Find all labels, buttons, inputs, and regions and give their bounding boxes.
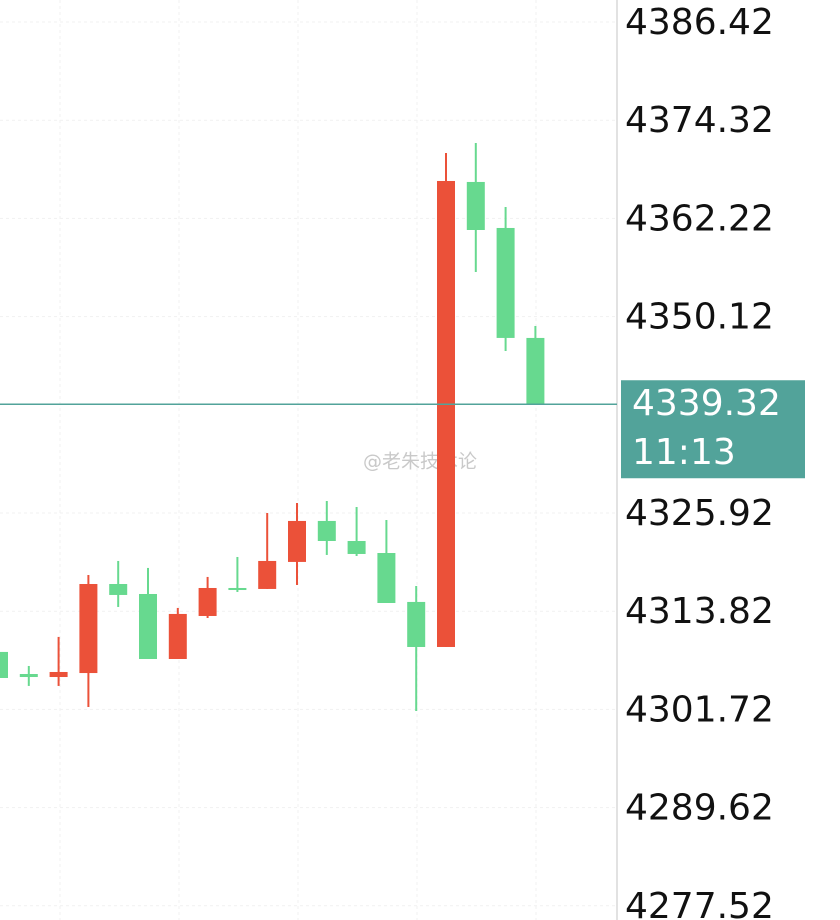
candle-body <box>258 560 277 589</box>
last-price-box <box>621 380 805 479</box>
candle-body <box>198 587 217 616</box>
candle-body <box>437 180 455 647</box>
y-tick-label: 4350.12 <box>625 297 774 338</box>
candle-body <box>0 651 8 678</box>
y-tick-label: 4386.42 <box>625 2 774 43</box>
candle-body <box>377 553 396 603</box>
candle-body <box>228 587 247 591</box>
y-tick-label: 4289.62 <box>625 788 774 829</box>
candle-body <box>79 584 98 674</box>
candle-body <box>139 593 157 659</box>
candle-body <box>109 584 128 595</box>
candle-body <box>49 671 68 678</box>
y-tick-label: 4325.92 <box>625 493 774 534</box>
watermark: @老朱技术论 <box>363 451 477 473</box>
y-tick-label: 4313.82 <box>625 591 774 632</box>
candle-body <box>466 181 485 230</box>
candle-body <box>288 520 306 562</box>
y-tick-label: 4362.22 <box>625 198 774 239</box>
candle-body <box>407 601 426 647</box>
y-tick-label: 4374.32 <box>625 100 774 141</box>
y-tick-label: 4301.72 <box>625 689 774 730</box>
candle-body <box>168 613 187 659</box>
candle-body <box>317 520 336 541</box>
candle-body <box>19 674 38 678</box>
y-tick-label: 4277.52 <box>625 886 774 920</box>
candle-body <box>526 337 545 405</box>
last-time-label: 11:13 <box>632 432 736 473</box>
candle-body <box>496 227 515 338</box>
last-price-label: 4339.32 <box>632 383 781 424</box>
candle-body <box>347 540 366 554</box>
